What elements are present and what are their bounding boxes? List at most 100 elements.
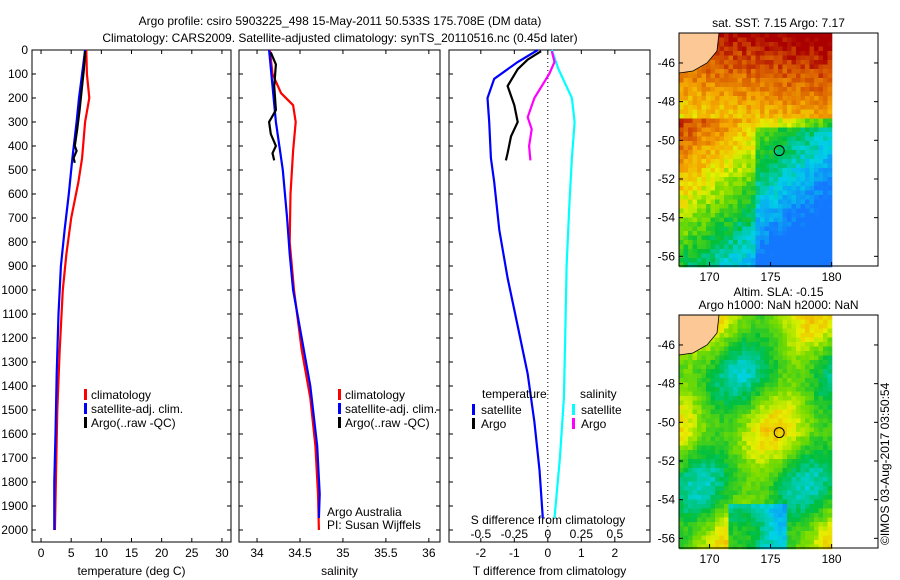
- map-cell: [755, 423, 761, 428]
- map-cell: [814, 418, 819, 424]
- map-cell: [733, 136, 738, 142]
- map-cell: [791, 91, 797, 97]
- map-cell: [688, 544, 693, 550]
- map-cell: [823, 181, 828, 187]
- map-cell: [719, 177, 725, 182]
- map-cell: [787, 177, 792, 182]
- map-cell: [706, 262, 711, 268]
- map-cell: [724, 382, 729, 388]
- map-cell: [728, 378, 734, 383]
- map-cell: [805, 441, 810, 446]
- map-cell: [692, 217, 698, 223]
- map-cell: [782, 78, 788, 83]
- map-cell: [751, 391, 756, 397]
- map-cell: [710, 55, 716, 61]
- map-cell: [827, 73, 833, 79]
- map-cell: [760, 91, 765, 97]
- map-cell: [710, 472, 716, 478]
- map-cell: [706, 91, 711, 97]
- map-cell: [701, 445, 707, 451]
- map-cell: [737, 172, 743, 178]
- map-cell: [755, 445, 761, 451]
- map-cell: [809, 87, 815, 92]
- map-cell: [692, 132, 698, 137]
- map-cell: [800, 526, 806, 532]
- map-cell: [692, 199, 698, 205]
- map-cell: [773, 432, 779, 437]
- map-cell: [697, 150, 702, 155]
- map-cell: [737, 145, 743, 151]
- map-cell: [787, 235, 792, 241]
- map-cell: [800, 427, 806, 433]
- map-cell: [692, 427, 698, 433]
- map-cell: [760, 195, 765, 200]
- map-cell: [724, 244, 729, 250]
- map-cell: [773, 351, 779, 356]
- map-cell: [742, 154, 747, 160]
- map-cell: [827, 249, 833, 254]
- map-cell: [679, 91, 684, 97]
- map-cell: [715, 490, 720, 496]
- map-cell: [809, 60, 815, 65]
- map-cell: [746, 414, 752, 419]
- map-cell: [692, 459, 698, 464]
- map-cell: [697, 369, 702, 374]
- map-cell: [782, 253, 788, 259]
- map-cell: [773, 217, 779, 223]
- map-cell: [706, 351, 711, 356]
- map-cell: [782, 382, 788, 388]
- map-cell: [769, 231, 774, 236]
- map-cell: [796, 342, 801, 347]
- map-cell: [760, 328, 765, 334]
- map-cell: [814, 100, 819, 106]
- map-cell: [782, 414, 788, 419]
- map-cell: [742, 258, 747, 263]
- map-cell: [778, 517, 783, 523]
- map-cell: [764, 346, 770, 352]
- map-cell: [697, 96, 702, 101]
- map-cell: [737, 199, 743, 205]
- map-cell: [728, 355, 734, 361]
- map-cell: [683, 132, 689, 137]
- map-cell: [800, 445, 806, 451]
- map-cell: [751, 159, 756, 164]
- map-cell: [715, 204, 720, 209]
- map-cell: [805, 132, 810, 137]
- map-cell: [760, 409, 765, 415]
- map-cell: [823, 60, 828, 65]
- map-cell: [800, 114, 806, 119]
- map-cell: [697, 208, 702, 214]
- map-cell: [773, 100, 779, 106]
- map-cell: [769, 168, 774, 173]
- y-tick-label: 1100: [2, 307, 28, 321]
- map-cell: [710, 382, 716, 388]
- map-cell: [719, 544, 725, 550]
- map-cell: [719, 526, 725, 532]
- map-cell: [697, 517, 702, 523]
- map-cell: [827, 217, 833, 223]
- map-cell: [760, 73, 765, 79]
- map-cell: [706, 517, 711, 523]
- map-cell: [737, 522, 743, 527]
- map-cell: [778, 253, 783, 259]
- map-cell: [818, 177, 824, 182]
- map-cell: [805, 87, 810, 92]
- map-cell: [701, 118, 707, 124]
- map-cell: [692, 222, 698, 227]
- map-cell: [724, 213, 729, 218]
- map-cell: [710, 441, 716, 446]
- map-cell: [746, 105, 752, 110]
- map-cell: [746, 114, 752, 119]
- map-cell: [706, 199, 711, 205]
- map-cell: [760, 262, 765, 268]
- x-axis-label: temperature (deg C): [77, 564, 185, 578]
- map-cell: [800, 136, 806, 142]
- map-cell: [787, 333, 792, 338]
- map-cell: [683, 190, 689, 196]
- map-cell: [742, 346, 747, 352]
- map-cell: [805, 328, 810, 334]
- map-cell: [697, 391, 702, 397]
- map-cell: [697, 526, 702, 532]
- map-cell: [796, 46, 801, 52]
- x-tick-label: 2: [611, 546, 618, 560]
